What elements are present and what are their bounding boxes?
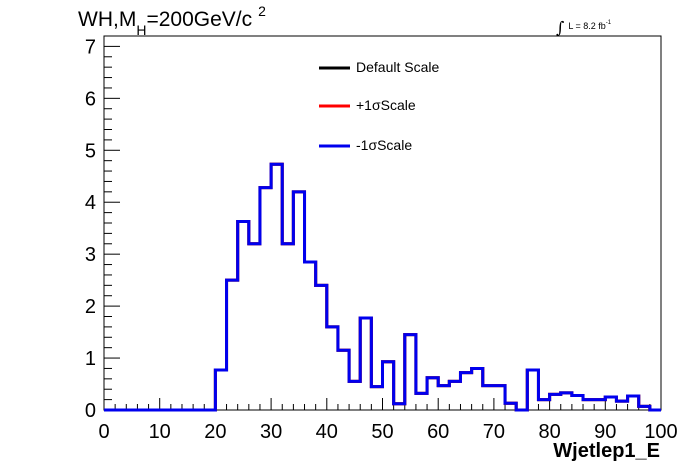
luminosity-text: L = 8.2 fb <box>568 21 606 31</box>
legend-label-2: -1σScale <box>356 137 413 153</box>
x-tick-label: 60 <box>427 421 449 443</box>
plot-frame <box>103 35 662 411</box>
x-axis: 0 10 20 30 40 50 60 70 80 90 100 <box>98 398 678 443</box>
x-tick-label: 100 <box>644 421 677 443</box>
x-tick-label: 10 <box>149 421 171 443</box>
x-tick-label: 0 <box>98 421 109 443</box>
series-line-2 <box>104 162 661 412</box>
y-tick-label: 0 <box>85 400 96 422</box>
integral-symbol: ∫ <box>556 18 565 37</box>
series-group <box>104 162 661 412</box>
y-tick-label: 4 <box>85 192 96 214</box>
x-tick-label: 30 <box>260 421 282 443</box>
legend <box>319 66 350 148</box>
y-tick-label: 7 <box>85 36 96 58</box>
y-tick-label: 6 <box>85 88 96 110</box>
luminosity-superscript: -1 <box>605 20 612 26</box>
legend-label-0: Default Scale <box>356 59 440 75</box>
luminosity-label: ∫ L = 8.2 fb-1 <box>556 14 612 37</box>
y-tick-label: 5 <box>85 140 96 162</box>
x-tick-label: 90 <box>594 421 616 443</box>
x-tick-label: 40 <box>316 421 338 443</box>
chart-title: WH,MH=200GeV/c 2 <box>78 3 266 38</box>
chart-title-main: WH,M <box>78 8 137 31</box>
chart-title-superscript: 2 <box>258 3 266 19</box>
y-axis: 0 1 2 3 4 5 6 7 <box>85 35 120 422</box>
x-tick-label: 70 <box>483 421 505 443</box>
x-tick-label: 20 <box>204 421 226 443</box>
x-axis-title: Wjetlep1_E <box>553 440 660 462</box>
x-tick-label: 50 <box>371 421 393 443</box>
legend-label-1: +1σScale <box>356 97 416 113</box>
y-tick-label: 3 <box>85 244 96 266</box>
y-tick-label: 1 <box>85 348 96 370</box>
x-tick-label: 80 <box>538 421 560 443</box>
chart-title-subscript: H <box>136 22 147 38</box>
chart-title-rest: =200GeV/c <box>146 8 253 31</box>
y-tick-label: 2 <box>85 296 96 318</box>
